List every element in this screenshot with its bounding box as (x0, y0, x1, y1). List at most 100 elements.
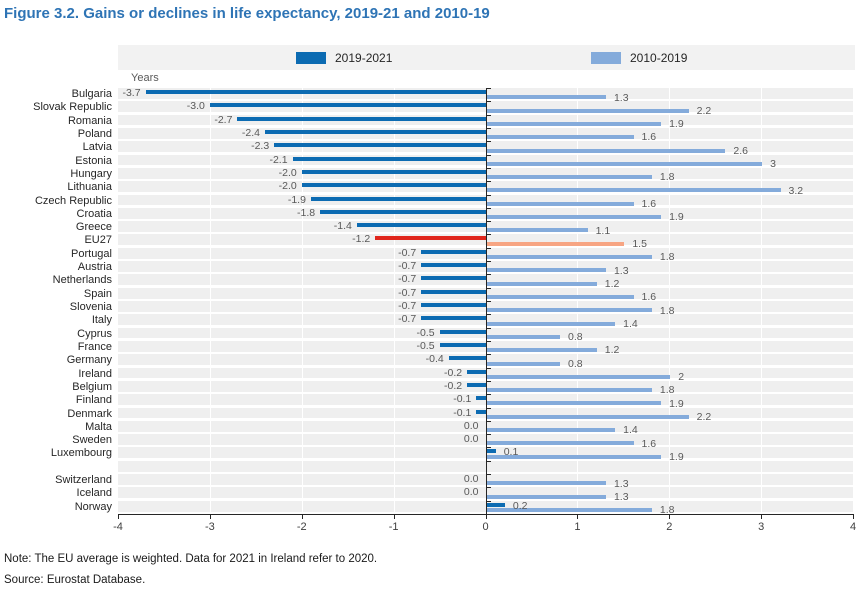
value-label-2010-2019: 1.3 (613, 477, 629, 490)
figure-note: Note: The EU average is weighted. Data f… (4, 553, 378, 565)
zero-axis-tick (485, 167, 491, 169)
category-label: Luxembourg (50, 447, 112, 460)
bar-2010-2019 (486, 388, 652, 393)
value-label-2019-2021: -0.5 (416, 326, 435, 339)
x-axis-tick-label: -1 (388, 521, 399, 533)
zero-axis-tick (485, 474, 491, 476)
zero-axis-tick (485, 340, 491, 342)
value-label-2010-2019: 1.6 (641, 291, 657, 304)
x-axis-tick-label: -4 (113, 521, 123, 533)
value-label-2010-2019: 2.6 (733, 144, 748, 157)
category-spacer (0, 461, 112, 474)
zero-axis-tick (485, 487, 491, 489)
value-label-2019-2021: -0.4 (425, 353, 444, 366)
category-label: Bulgaria (71, 88, 112, 100)
category-label: France (77, 340, 112, 353)
legend: 2019-2021 2010-2019 (118, 45, 855, 70)
plot-area: -3.7 1.3 -3.0 2.2 -2.7 1.9 -2.4 1.6 -2.3 2.6 -2.1 3… (118, 87, 853, 516)
bar-2010-2019 (486, 161, 763, 166)
value-label-2019-2021: -2.1 (269, 153, 288, 166)
zero-axis-tick (485, 394, 491, 396)
value-label-2019-2021: -2.4 (241, 126, 260, 139)
x-axis-tick (669, 515, 671, 519)
zero-axis-tick (485, 261, 491, 263)
category-label: Slovenia (69, 301, 112, 313)
gridline (393, 88, 395, 514)
value-label-2010-2019: 1.3 (613, 490, 629, 503)
x-axis-tick (393, 515, 395, 519)
legend-swatch-2010-2019 (591, 51, 621, 64)
category-label: Cyprus (77, 327, 112, 340)
value-label-2019-2021: -2.0 (278, 180, 297, 193)
bar-2010-2019 (486, 188, 781, 193)
x-axis-tick (853, 515, 854, 519)
value-label-2010-2019: 1.8 (659, 304, 675, 317)
zero-axis-tick (485, 221, 491, 223)
bar-2010-2019 (486, 321, 616, 326)
bar-2010-2019 (486, 148, 726, 153)
zero-axis-tick (485, 88, 491, 89)
x-axis-tick (485, 515, 487, 519)
bar-2019-2021 (421, 289, 486, 294)
x-axis-tick (209, 515, 211, 519)
zero-axis-tick (485, 114, 491, 116)
x-axis-line (118, 514, 854, 515)
value-label-2019-2021: -1.4 (333, 220, 352, 233)
axis-unit-label: Years (131, 72, 159, 84)
bar-2019-2021 (292, 156, 486, 161)
bar-2019-2021 (310, 196, 486, 201)
bar-2010-2019 (486, 428, 616, 433)
bar-2019-2021 (274, 143, 486, 148)
value-label-2010-2019: 0.8 (568, 331, 583, 344)
figure-title: Figure 3.2. Gains or declines in life ex… (4, 5, 490, 22)
bar-2019-2021 (448, 356, 486, 361)
value-label-2019-2021: 0.0 (463, 433, 479, 446)
bar-2019-2021 (237, 116, 486, 121)
bar-2019-2021 (476, 396, 486, 401)
value-label-2019-2021: 0.0 (463, 486, 479, 499)
zero-axis-tick (485, 460, 491, 462)
zero-axis-tick (485, 154, 491, 156)
value-label-2010-2019: 2.2 (696, 104, 712, 117)
gridline (669, 88, 671, 514)
value-label-2019-2021: 0.0 (463, 473, 479, 486)
zero-axis-tick (485, 420, 491, 422)
zero-axis-tick (485, 101, 491, 103)
bar-2019-2021 (301, 183, 486, 188)
x-axis-tick-label: 3 (758, 521, 765, 533)
bar-2010-2019 (486, 255, 652, 260)
zero-axis-tick (485, 207, 491, 209)
x-axis-tick (118, 515, 119, 519)
category-label: Germany (66, 354, 112, 367)
value-label-2019-2021: -0.7 (398, 246, 417, 259)
value-label-2019-2021: -1.8 (297, 206, 316, 219)
bar-2019-2021 (375, 236, 486, 241)
value-label-2010-2019: 1.3 (613, 264, 629, 277)
value-label-2019-2021: -0.7 (398, 273, 417, 286)
bar-2010-2019 (486, 374, 671, 379)
bar-2010-2019 (486, 401, 662, 406)
category-label: Lithuania (67, 181, 112, 194)
zero-axis-tick (485, 274, 491, 276)
bar-2010-2019 (486, 241, 625, 246)
category-label: Croatia (76, 207, 112, 220)
category-label: Switzerland (55, 474, 112, 487)
value-label-2019-2021: -0.2 (444, 366, 463, 379)
category-label: Italy (91, 314, 112, 327)
bar-2019-2021 (356, 223, 486, 228)
value-label-2010-2019: 0.8 (568, 357, 583, 370)
category-label: Latvia (82, 141, 112, 154)
value-label-2019-2021: -0.7 (398, 260, 417, 273)
value-label-2010-2019: 1.8 (659, 251, 675, 264)
value-label-2010-2019: 1.8 (659, 171, 675, 184)
category-label: EU27 (84, 234, 112, 247)
value-label-2010-2019: 1.4 (623, 424, 638, 437)
value-label-2019-2021: -3.0 (186, 100, 205, 113)
category-label: Poland (77, 127, 112, 140)
zero-axis-tick (485, 380, 491, 382)
bar-2010-2019 (486, 215, 662, 220)
category-label: Estonia (75, 154, 112, 167)
zero-axis-tick (485, 234, 491, 236)
legend-label-2019-2021: 2019-2021 (335, 50, 393, 65)
zero-axis-tick (485, 434, 491, 436)
